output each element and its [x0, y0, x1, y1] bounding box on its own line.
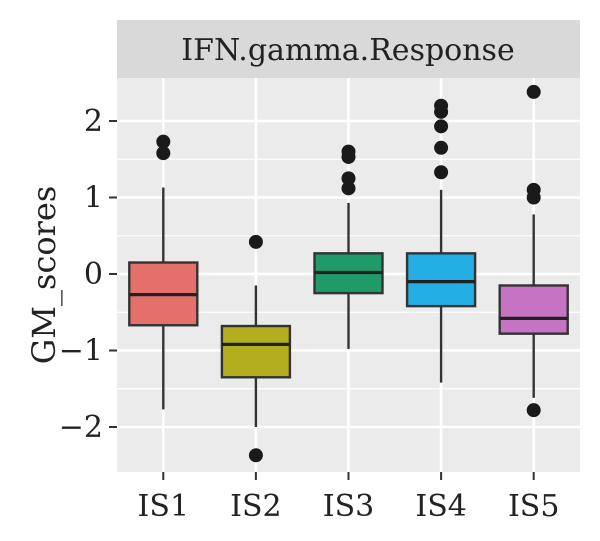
box-body [498, 284, 569, 335]
outlier-point [341, 144, 356, 159]
outlier-point [526, 403, 541, 418]
x-tick-label: IS2 [230, 489, 282, 524]
y-tick-label: 0 [84, 257, 103, 292]
outlier-point [341, 181, 356, 196]
x-tick-label: IS1 [138, 489, 190, 524]
outlier-point [434, 140, 449, 155]
outlier-point [248, 448, 263, 463]
y-axis: −2 −1 0 1 2 [59, 104, 117, 445]
outlier-point [434, 165, 449, 180]
box-is5 [498, 84, 569, 418]
outlier-point [434, 119, 449, 134]
box-is3 [313, 144, 384, 349]
box-body [405, 252, 477, 308]
boxes [128, 84, 569, 463]
panel-title: IFN.gamma.Response [181, 33, 514, 68]
x-tick-label: IS4 [415, 489, 467, 524]
outlier-point [434, 98, 449, 113]
y-tick-label: −1 [59, 334, 103, 369]
outlier-point [341, 171, 356, 186]
x-tick-label: IS3 [323, 489, 375, 524]
y-tick-label: 2 [84, 104, 103, 139]
box-body [220, 324, 292, 379]
outlier-point [248, 234, 263, 249]
y-tick-label: −2 [59, 410, 103, 445]
y-tick-label: 1 [84, 181, 103, 216]
outlier-point [156, 146, 171, 161]
x-axis: IS1 IS2 IS3 IS4 IS5 [138, 472, 560, 524]
outlier-point [526, 182, 541, 197]
outlier-point [156, 134, 171, 149]
box-is1 [128, 134, 199, 410]
panel-strip [117, 20, 580, 78]
box-is2 [220, 234, 292, 463]
outlier-point [526, 84, 541, 99]
y-axis-title: GM_scores [25, 186, 63, 365]
box-is4 [405, 98, 477, 383]
x-tick-label: IS5 [508, 489, 560, 524]
